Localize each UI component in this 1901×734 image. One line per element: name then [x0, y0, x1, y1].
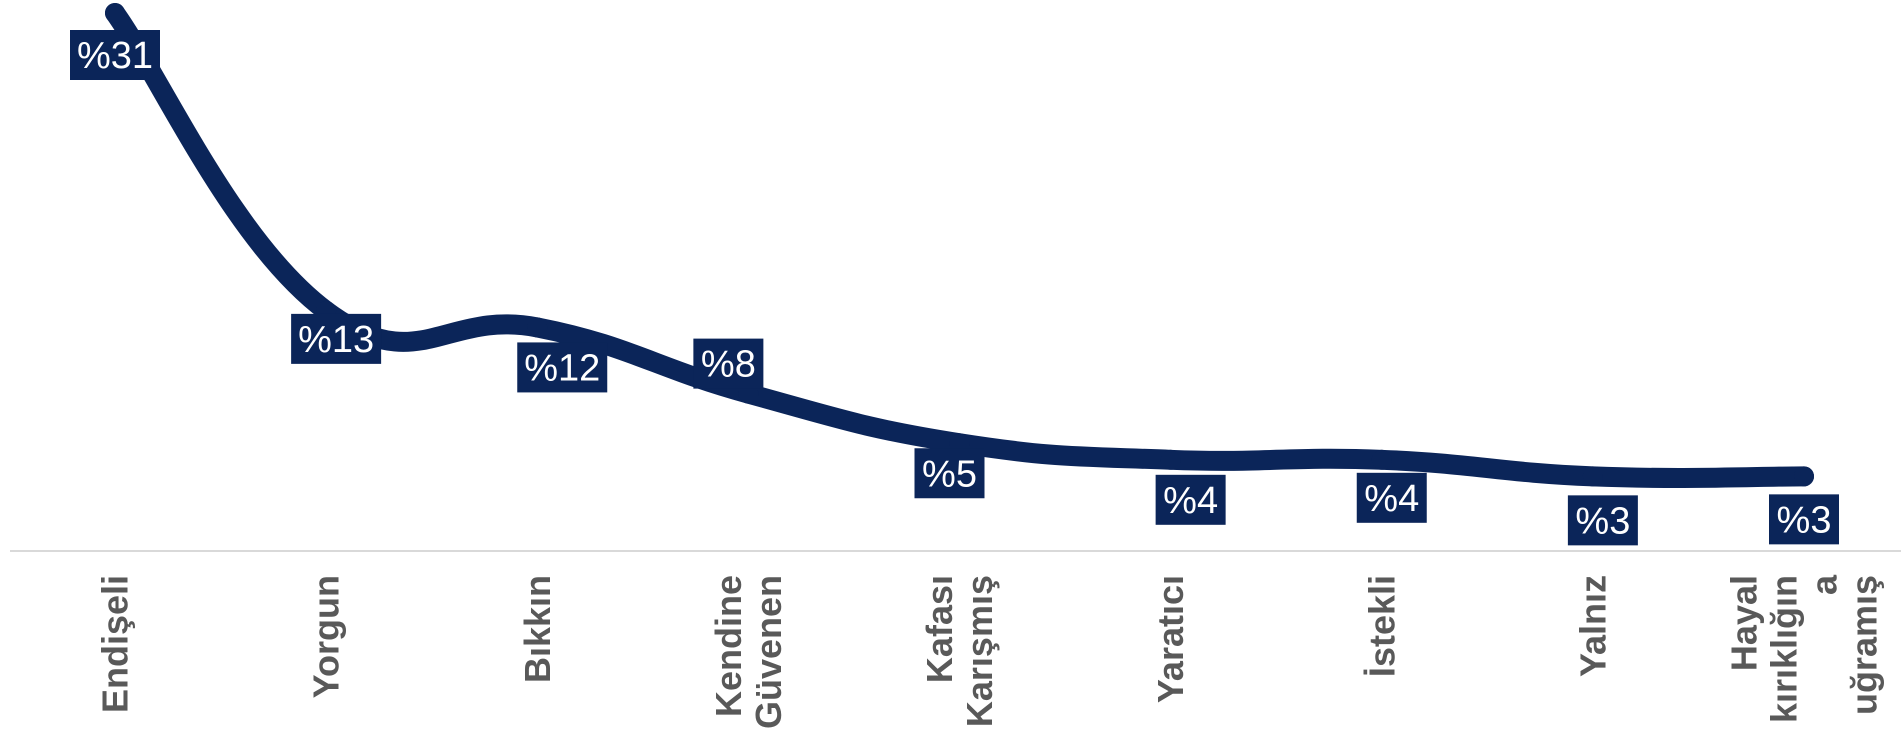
data-label-text: %3	[1777, 499, 1832, 541]
x-tick-label: İstekli	[1361, 575, 1402, 677]
series-line	[105, 3, 1814, 488]
x-tick-label: Yorgun	[306, 575, 347, 698]
data-point	[1582, 466, 1603, 487]
data-label: %31	[70, 30, 160, 80]
data-label: %12	[517, 342, 608, 393]
x-tick-label: Hayal	[1724, 575, 1765, 671]
series-layer	[105, 3, 1814, 488]
x-tick-label: a	[1804, 574, 1845, 595]
data-label-text: %4	[1364, 478, 1419, 520]
data-label-box	[1356, 472, 1427, 523]
x-tick-layer: Endişeli Yorgun Bıkkın Kendine Güvenen Kafası…	[95, 574, 1885, 729]
x-tick-label: Endişeli	[95, 575, 136, 713]
x-tick-label: Kafası	[919, 575, 960, 683]
x-tick-label: Kendine	[708, 575, 749, 717]
data-label-text: %31	[77, 35, 153, 77]
data-label: %4	[1356, 472, 1427, 523]
data-label-box	[693, 338, 764, 389]
x-tick-label: Güvenen	[748, 575, 789, 729]
data-label: %3	[1567, 495, 1638, 546]
data-point	[1160, 449, 1181, 470]
data-point	[527, 317, 548, 338]
data-label-box	[517, 342, 608, 393]
x-tick-label: Yaratıcı	[1150, 575, 1191, 703]
x-tick-label: uğramış	[1844, 575, 1885, 715]
data-point	[105, 3, 125, 23]
x-tick-label: kırıklığın	[1764, 575, 1805, 723]
data-label-text: %4	[1163, 480, 1218, 522]
data-label: %4	[1155, 474, 1226, 525]
data-label-box	[1567, 495, 1638, 546]
data-label: %3	[1769, 494, 1839, 545]
data-label-text: %12	[524, 347, 600, 389]
data-label-box	[291, 313, 382, 364]
data-label-text: %13	[298, 319, 374, 361]
data-label: %13	[291, 313, 382, 364]
data-label-box	[1155, 474, 1226, 525]
x-tick-label: Karışmış	[959, 575, 1000, 727]
x-tick-label: Yalnız	[1572, 575, 1613, 677]
data-label-layer: %31 %13 %12 %8 %5 %4 %4 %3 %3	[70, 30, 1839, 546]
data-label-text: %8	[701, 344, 756, 386]
data-label: %8	[693, 338, 764, 389]
data-label-text: %3	[1575, 500, 1630, 542]
data-point	[1371, 449, 1392, 470]
data-point	[1794, 466, 1814, 487]
data-label-box	[914, 448, 985, 499]
x-tick-label: Bıkkın	[517, 575, 558, 683]
data-label: %5	[914, 448, 985, 499]
data-label-box	[70, 30, 160, 80]
data-label-box	[1769, 494, 1839, 545]
data-label-text: %5	[922, 453, 977, 495]
